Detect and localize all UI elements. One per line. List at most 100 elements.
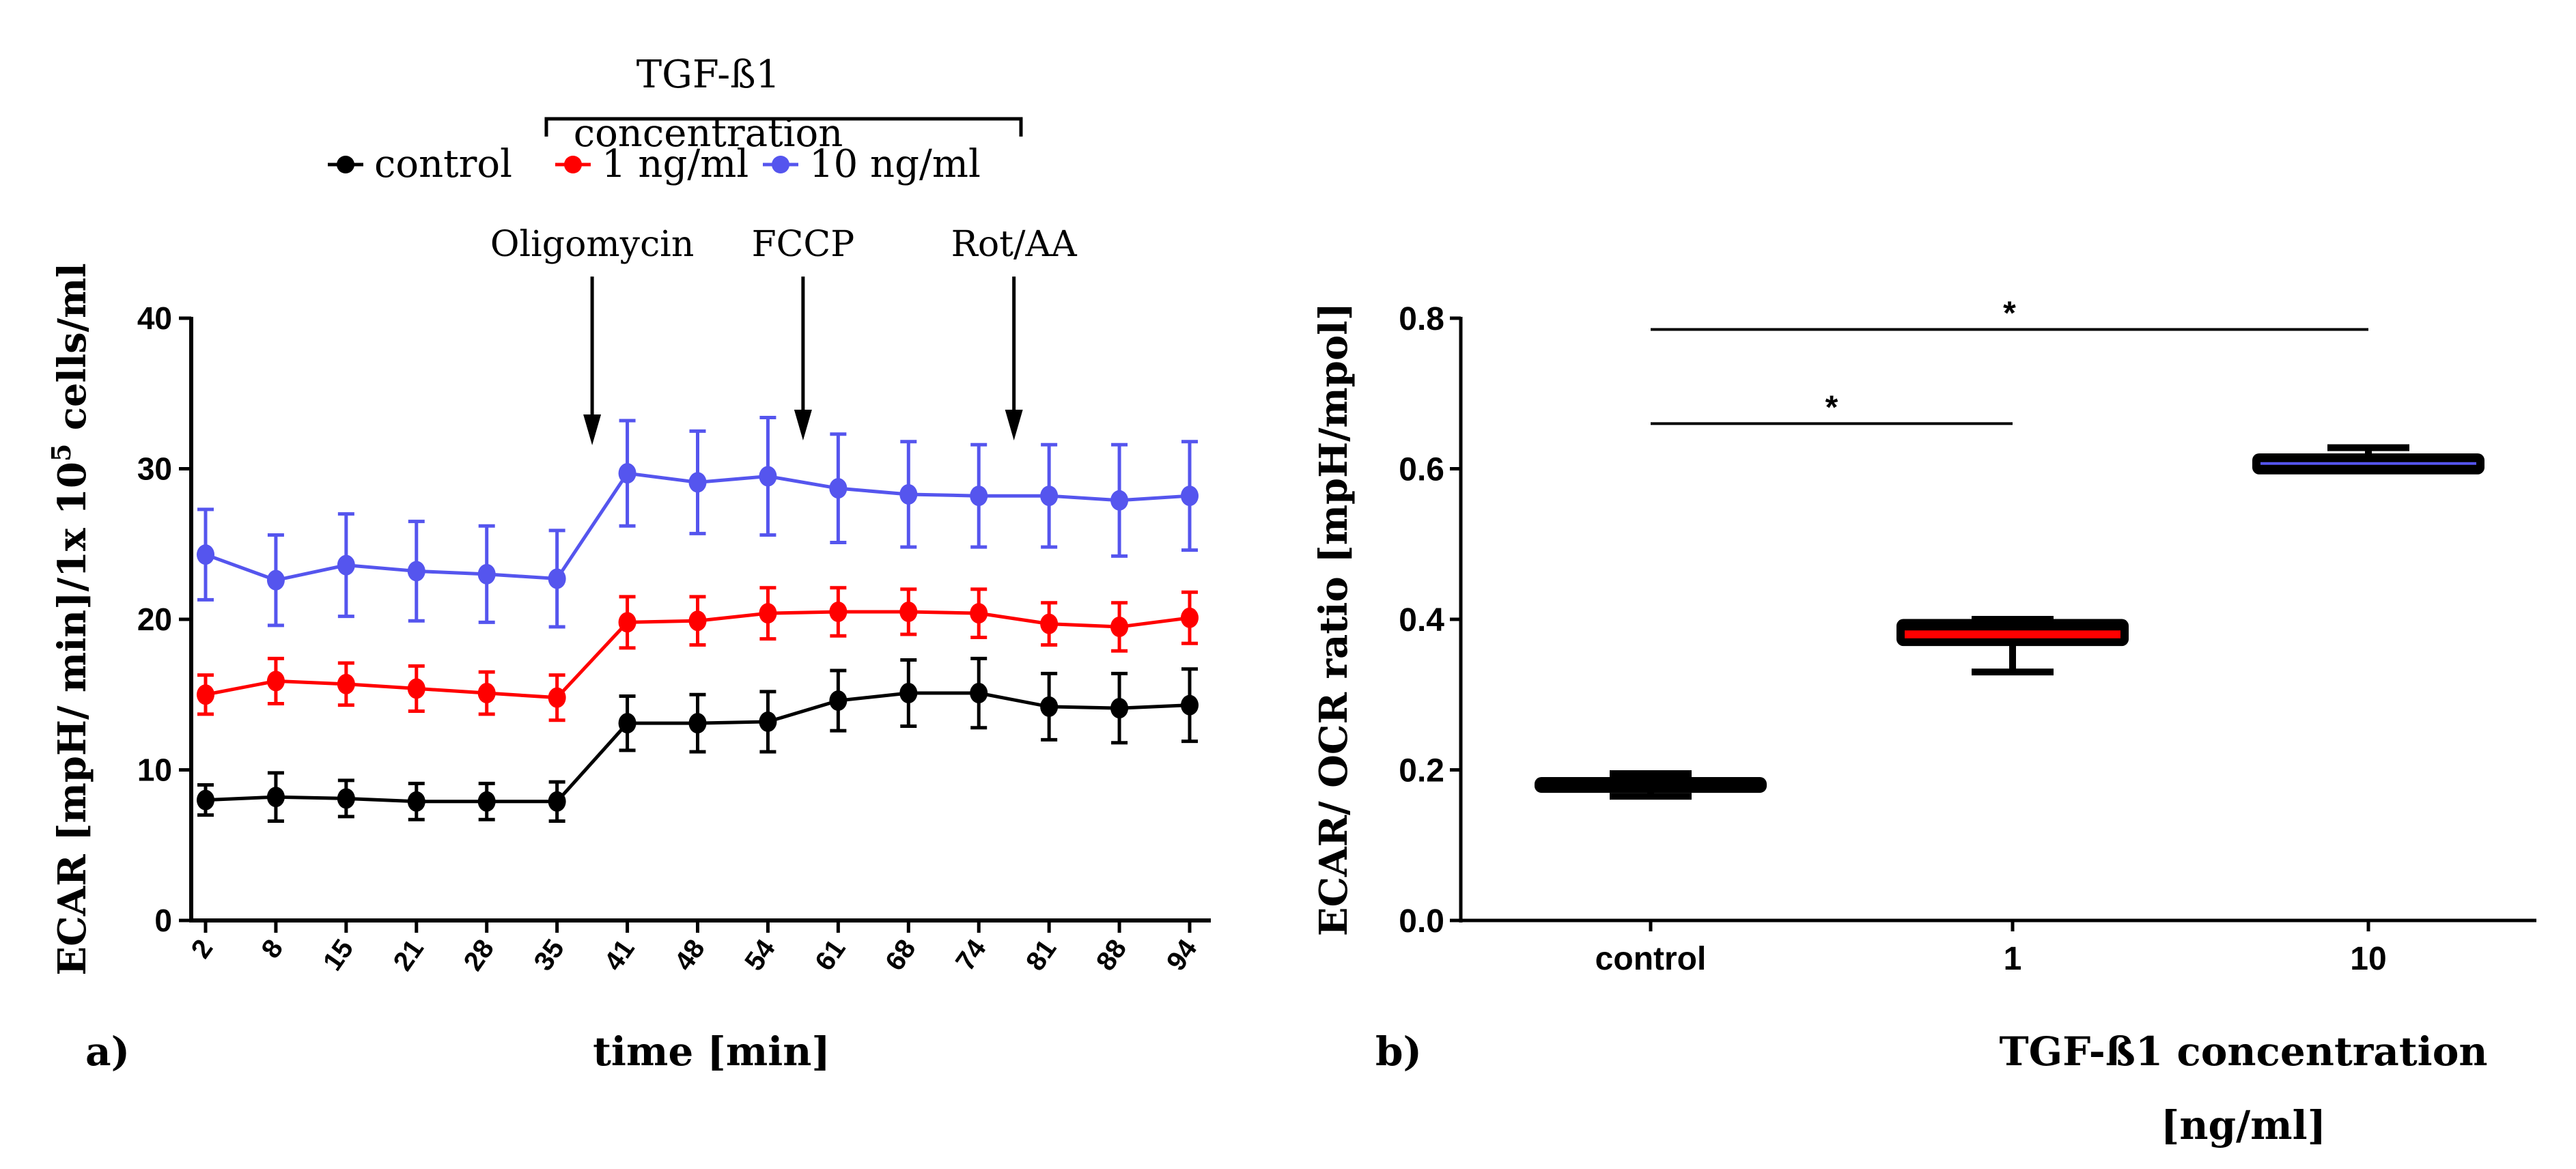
data-point [266,787,285,808]
data-point [1110,698,1129,719]
panel-b-ylabel: ECAR/ OCR ratio [mpH/mpol] [1311,302,1356,936]
legend-item: 1 ng/ml [555,142,748,186]
data-point [1110,617,1129,638]
box-body [1535,777,1767,793]
x-tick-label: 8 [255,934,289,963]
box-fill [1905,630,2120,638]
panel-b: b) TGF-ß1 concentration [ng/ml] ECAR/ OC… [1311,296,2536,1149]
panel-a-ylabel: ECAR [mpH/ min]/1x 105 cells/ml [46,263,95,975]
data-point [970,485,988,507]
legend-item: control [328,142,512,186]
y-tick-label: 0.6 [1399,452,1444,488]
data-point [197,684,214,705]
panel-b-label: b) [1375,1028,1422,1075]
data-point [477,563,496,584]
annotation-label: Rot/AA [951,224,1078,265]
panel-b-xlabel-1: TGF-ß1 concentration [1999,1028,2487,1075]
y-tick-label: 20 [137,602,172,637]
legend-bracket [544,117,1023,137]
x-tick-label: control [1595,941,1707,977]
data-point [407,561,425,582]
data-point [899,683,918,704]
panel-b-xlabel-2: [ng/ml] [2161,1102,2326,1149]
x-tick-label: 88 [1091,934,1133,976]
data-point [548,568,566,589]
legend-item: 10 ng/ml [763,142,981,186]
legend-label: 1 ng/ml [602,142,748,186]
data-point [548,687,566,708]
data-point [899,483,918,505]
data-point [1040,613,1059,634]
y-tick-label: 30 [137,451,172,487]
x-tick-label: 35 [528,934,570,976]
y-tick-label: 0.4 [1399,602,1444,638]
y-tick-label: 0.2 [1399,753,1444,789]
data-point [1181,485,1199,507]
panel-a-label: a) [85,1028,130,1075]
data-point [688,610,707,632]
data-point [337,554,355,576]
data-point [197,544,214,565]
annotation-label: Oligomycin [490,224,694,265]
box-fill [2260,462,2476,465]
box-10 [2252,444,2484,475]
data-point [618,713,636,734]
x-tick-label: 1 [2004,941,2022,977]
y-tick-label: 40 [137,300,172,336]
data-point [970,603,988,624]
data-point [1181,694,1199,716]
x-tick-label: 48 [669,934,711,976]
data-point [1040,485,1059,507]
data-point [266,671,285,692]
panel-a-xlabel: time [min] [593,1028,830,1075]
legend-marker-icon [772,156,789,173]
data-point [618,612,636,633]
data-point [1181,607,1199,628]
data-point [407,791,425,812]
data-point [266,569,285,591]
x-tick-label: 94 [1161,933,1203,976]
data-point [829,690,848,712]
data-point [618,463,636,484]
data-point [759,711,777,732]
arrow-head-icon [794,410,812,440]
data-point [829,601,848,622]
arrow-head-icon [583,414,602,445]
series-1-ng-ml [197,586,1199,722]
data-point [759,466,777,487]
data-point [688,713,707,734]
x-tick-label: 61 [809,934,852,976]
significance-label: * [2003,296,2016,332]
arrow-head-icon [1005,410,1023,440]
x-tick-label: 15 [318,934,360,976]
x-tick-label: 74 [950,933,992,976]
annotation-label: FCCP [752,224,855,265]
data-point [197,789,214,811]
y-tick-label: 10 [137,752,172,788]
y-tick-label: 0 [154,903,172,938]
x-tick-label: 21 [388,934,430,976]
data-point [1110,490,1129,511]
legend-label: control [374,142,512,186]
box-1 [1896,616,2129,676]
data-point [407,678,425,699]
legend: TGF-ß1 concentration control 1 ng/ml 10 ng… [328,53,1023,186]
data-point [970,683,988,704]
legend-label: 10 ng/ml [809,142,981,186]
significance-label: * [1825,389,1838,425]
data-point [688,472,707,493]
x-tick-label: 81 [1020,934,1063,976]
y-tick-label: 0.8 [1399,301,1444,337]
data-point [759,603,777,624]
x-tick-label: 2 [186,934,219,963]
data-point [337,673,355,694]
data-point [548,791,566,812]
x-tick-label: 54 [739,933,781,976]
y-tick-label: 0.0 [1399,903,1444,940]
data-point [899,601,918,622]
data-point [1040,696,1059,717]
legend-group-title-1: TGF-ß1 [636,53,780,97]
data-point [337,788,355,809]
data-point [477,683,496,704]
